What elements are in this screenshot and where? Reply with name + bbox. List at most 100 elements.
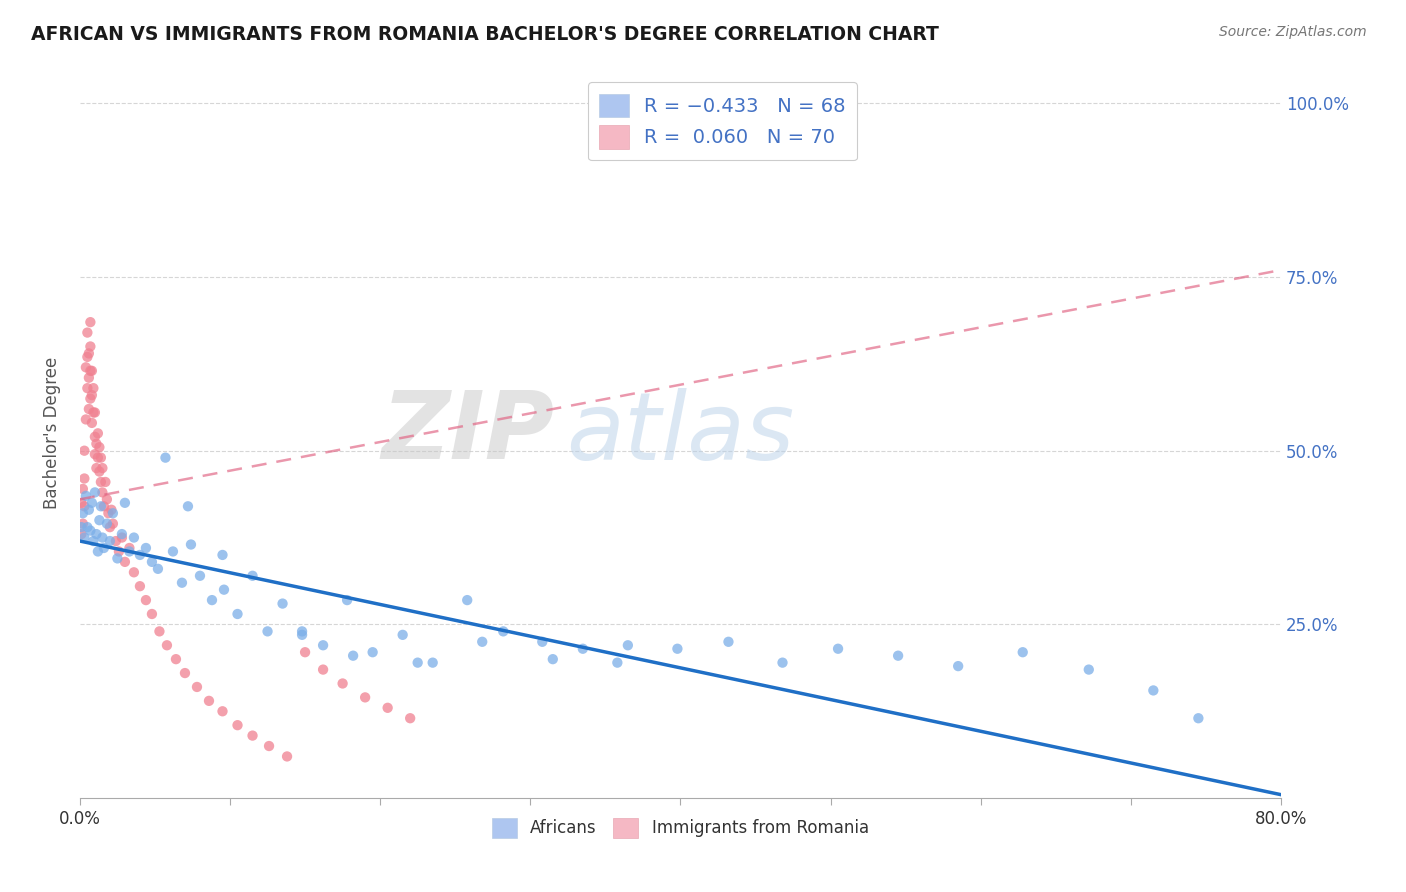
Point	[312, 663, 335, 677]
Point	[492, 624, 515, 639]
Point	[135, 593, 157, 607]
Point	[827, 641, 849, 656]
Point	[101, 506, 124, 520]
Point	[98, 534, 121, 549]
Point	[406, 656, 429, 670]
Point	[73, 471, 96, 485]
Point	[1077, 663, 1099, 677]
Point	[80, 496, 103, 510]
Point	[170, 575, 193, 590]
Point	[72, 482, 94, 496]
Point	[422, 656, 444, 670]
Point	[80, 388, 103, 402]
Point	[72, 516, 94, 531]
Point	[276, 749, 298, 764]
Point	[180, 537, 202, 551]
Point	[186, 680, 208, 694]
Point	[111, 527, 134, 541]
Point	[76, 350, 98, 364]
Point	[212, 582, 235, 597]
Point	[76, 326, 98, 340]
Point	[177, 500, 200, 514]
Point	[79, 524, 101, 538]
Text: ZIP: ZIP	[381, 387, 554, 479]
Point	[717, 634, 740, 648]
Point	[291, 628, 314, 642]
Point	[174, 666, 197, 681]
Point	[201, 593, 224, 607]
Point	[129, 548, 152, 562]
Point	[377, 701, 399, 715]
Point	[75, 412, 97, 426]
Point	[77, 402, 100, 417]
Point	[73, 443, 96, 458]
Point	[226, 718, 249, 732]
Text: atlas: atlas	[567, 388, 794, 479]
Point	[211, 548, 233, 562]
Point	[86, 436, 108, 450]
Point	[471, 634, 494, 648]
Point	[666, 641, 689, 656]
Point	[79, 392, 101, 406]
Point	[77, 370, 100, 384]
Point	[70, 496, 93, 510]
Point	[887, 648, 910, 663]
Point	[86, 527, 108, 541]
Point	[83, 485, 105, 500]
Point	[572, 641, 595, 656]
Point	[94, 475, 117, 489]
Point	[91, 531, 114, 545]
Point	[188, 568, 211, 582]
Point	[90, 500, 112, 514]
Point	[100, 502, 122, 516]
Point	[79, 364, 101, 378]
Point	[90, 475, 112, 489]
Point	[72, 506, 94, 520]
Point	[96, 516, 118, 531]
Point	[73, 500, 96, 514]
Point	[118, 544, 141, 558]
Point	[98, 520, 121, 534]
Point	[399, 711, 422, 725]
Point	[312, 638, 335, 652]
Point	[1011, 645, 1033, 659]
Point	[118, 541, 141, 555]
Point	[148, 624, 170, 639]
Point	[257, 739, 280, 753]
Point	[80, 416, 103, 430]
Point	[211, 704, 233, 718]
Point	[332, 676, 354, 690]
Point	[90, 450, 112, 465]
Point	[531, 634, 554, 648]
Point	[271, 597, 294, 611]
Point	[77, 346, 100, 360]
Point	[242, 568, 264, 582]
Point	[165, 652, 187, 666]
Point	[83, 447, 105, 461]
Point	[361, 645, 384, 659]
Point	[294, 645, 316, 659]
Point	[76, 381, 98, 395]
Point	[87, 450, 110, 465]
Point	[101, 516, 124, 531]
Point	[80, 364, 103, 378]
Point	[91, 485, 114, 500]
Point	[541, 652, 564, 666]
Point	[87, 426, 110, 441]
Point	[342, 648, 364, 663]
Point	[391, 628, 413, 642]
Y-axis label: Bachelor's Degree: Bachelor's Degree	[44, 357, 60, 509]
Point	[122, 531, 145, 545]
Point	[89, 440, 111, 454]
Point	[79, 339, 101, 353]
Point	[1187, 711, 1209, 725]
Point	[75, 489, 97, 503]
Point	[111, 531, 134, 545]
Point	[108, 544, 131, 558]
Point	[76, 520, 98, 534]
Point	[96, 492, 118, 507]
Point	[91, 461, 114, 475]
Point	[77, 502, 100, 516]
Point	[79, 315, 101, 329]
Point	[82, 534, 104, 549]
